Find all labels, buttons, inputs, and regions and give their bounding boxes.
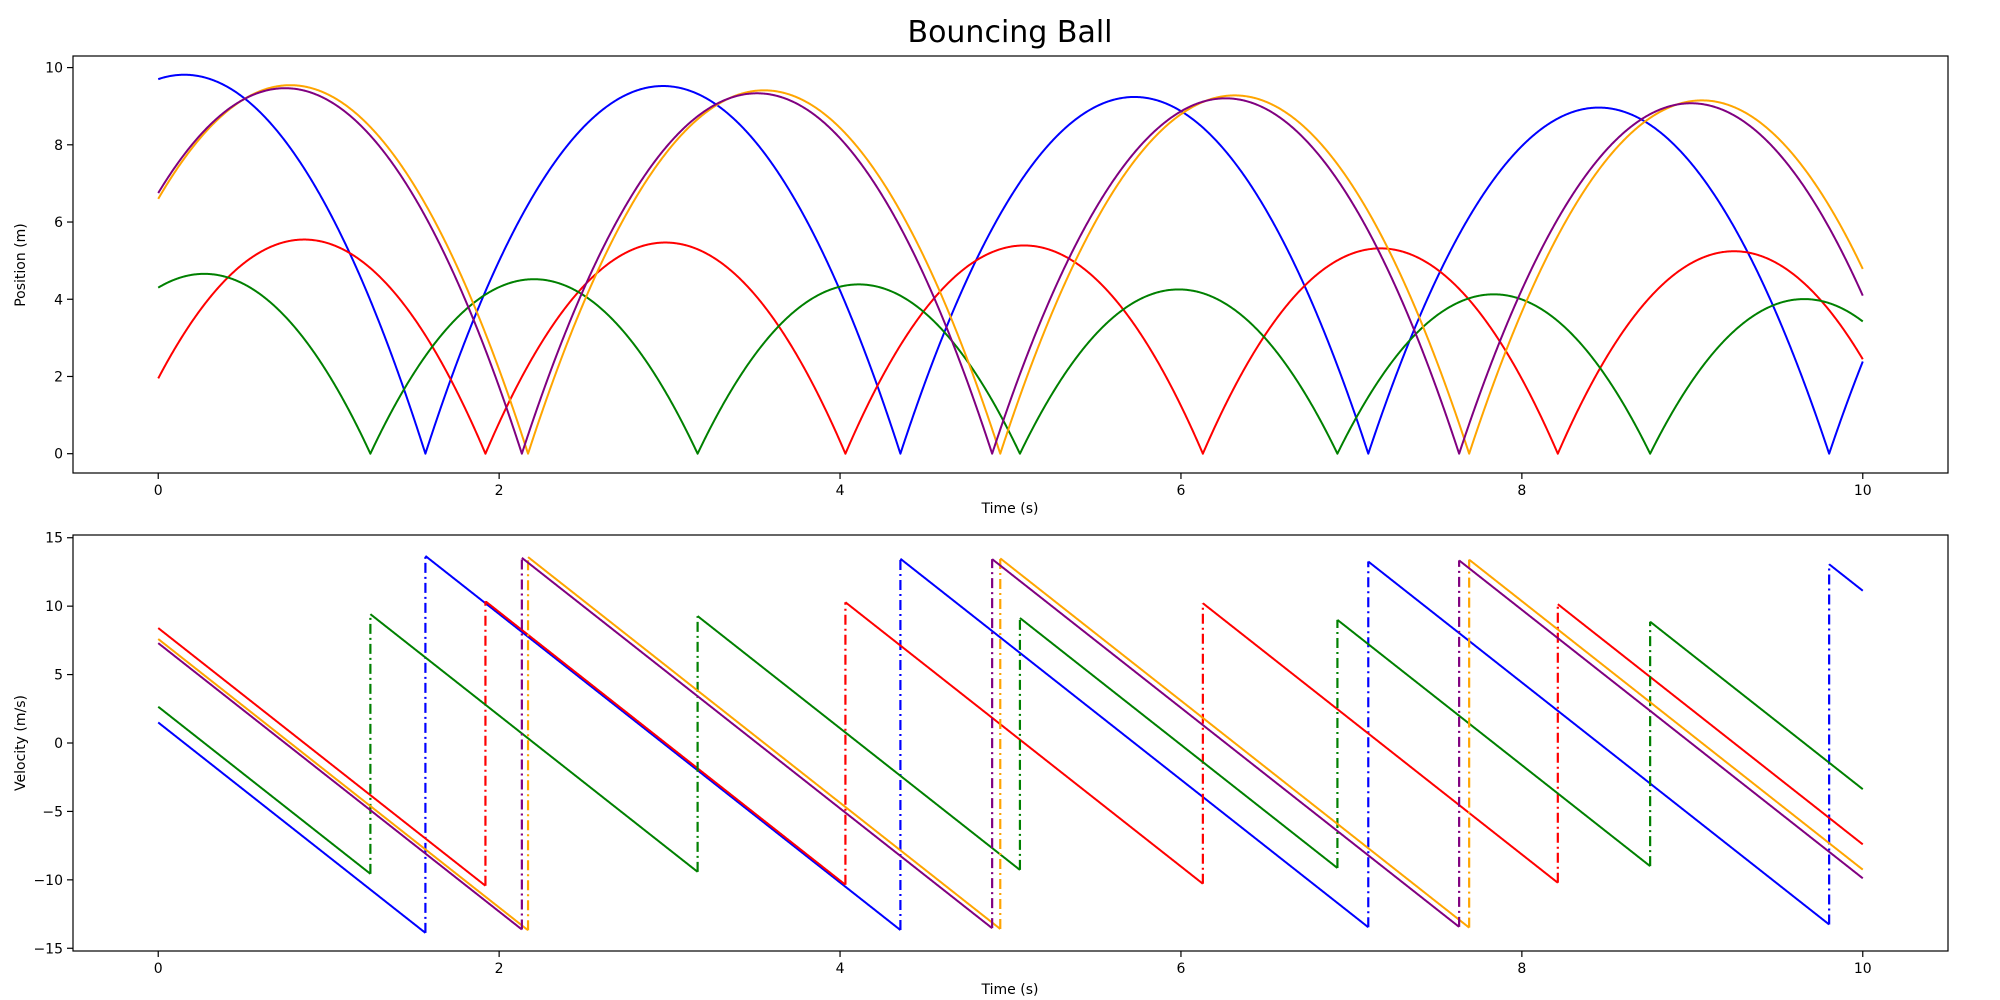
position-y-tick-label: 4 xyxy=(54,292,63,308)
velocity-y-tick-label: 15 xyxy=(45,531,63,547)
position-series-line-4 xyxy=(157,84,1864,455)
velocity-series-line-4-segment-2 xyxy=(527,556,1001,930)
velocity-x-tick-label: 8 xyxy=(1517,961,1526,977)
velocity-series-line-4-segment-1 xyxy=(157,638,529,932)
velocity-series-line-5-segment-2 xyxy=(521,557,993,929)
velocity-series-line-4-segment-4 xyxy=(1468,558,1864,871)
position-ticks: 0 2 4 6 8 10 0 2 4 6 8 10 xyxy=(45,61,1872,499)
position-y-tick-label: 6 xyxy=(54,215,63,231)
position-series xyxy=(157,73,1864,455)
velocity-series-line-5-segment-1 xyxy=(157,642,523,931)
velocity-ticks: 0 2 4 6 8 10 −15 −10 −5 0 5 10 15 xyxy=(33,531,1871,977)
velocity-y-tick-label: 10 xyxy=(45,599,63,615)
position-x-tick-label: 10 xyxy=(1854,483,1872,499)
position-panel: Time (s) Position (m) 0 2 4 6 8 10 0 2 4 6 8 10 xyxy=(13,55,1949,517)
position-series-line-5 xyxy=(157,87,1864,455)
velocity-series-line-3-segment-4 xyxy=(1019,617,1339,869)
velocity-series-line-5-segment-3 xyxy=(991,558,1460,928)
velocity-x-tick-label: 0 xyxy=(154,961,163,977)
position-y-tick-label: 0 xyxy=(54,447,63,463)
velocity-panel: Time (s) Velocity (m/s) 0 2 4 6 8 10−15−10−50… xyxy=(13,531,1949,998)
velocity-series-line-2-segment-5 xyxy=(1557,603,1864,846)
position-x-axis-label: Time (s) xyxy=(981,501,1039,517)
position-x-tick-label: 6 xyxy=(1176,483,1185,499)
velocity-series-line-4-segment-3 xyxy=(999,557,1471,929)
position-x-tick-label: 4 xyxy=(836,483,845,499)
velocity-series-line-2-segment-4 xyxy=(1202,602,1559,884)
position-series-line-2 xyxy=(157,238,1864,455)
velocity-y-axis-label: Velocity (m/s) xyxy=(13,695,29,791)
velocity-series-line-1-segment-1 xyxy=(157,721,427,934)
velocity-series-line-1-segment-2 xyxy=(424,555,902,931)
velocity-series-line-3-segment-6 xyxy=(1649,620,1864,790)
velocity-series-line-3-segment-3 xyxy=(696,615,1021,871)
velocity-series-line-2-segment-2 xyxy=(484,600,847,886)
velocity-y-tick-label: −15 xyxy=(33,941,63,957)
position-x-tick-label: 0 xyxy=(154,483,163,499)
velocity-series-line-1-segment-3 xyxy=(899,557,1369,929)
position-y-tick-label: 10 xyxy=(45,61,63,77)
velocity-series-line-2-segment-3 xyxy=(844,601,1204,885)
position-x-tick-label: 8 xyxy=(1517,483,1526,499)
chart-title: Bouncing Ball xyxy=(907,15,1112,50)
velocity-series-line-1-segment-4 xyxy=(1367,560,1830,926)
velocity-x-tick-label: 6 xyxy=(1176,961,1185,977)
velocity-series-line-2-segment-1 xyxy=(157,627,487,887)
position-y-axis-label: Position (m) xyxy=(13,223,29,307)
velocity-plot-area xyxy=(72,534,1949,952)
velocity-series-line-5-segment-4 xyxy=(1458,559,1864,880)
position-series-line-1 xyxy=(157,73,1864,455)
velocity-x-tick-label: 4 xyxy=(836,961,845,977)
velocity-x-axis-label: Time (s) xyxy=(981,982,1039,998)
velocity-series-line-3-segment-1 xyxy=(157,705,371,875)
velocity-series xyxy=(157,555,1864,934)
velocity-y-tick-label: 0 xyxy=(54,736,63,752)
velocity-series-line-3-segment-2 xyxy=(369,613,699,873)
position-y-tick-label: 2 xyxy=(54,369,63,385)
position-y-tick-label: 8 xyxy=(54,138,63,154)
velocity-y-tick-label: 5 xyxy=(54,668,63,684)
velocity-series-line-3-segment-5 xyxy=(1336,619,1651,867)
velocity-y-tick-label: −10 xyxy=(33,873,63,889)
velocity-x-tick-label: 2 xyxy=(495,961,504,977)
position-plot-area xyxy=(72,55,1949,474)
velocity-y-tick-label: −5 xyxy=(42,804,63,820)
velocity-series-line-1-segment-5 xyxy=(1828,563,1864,592)
position-x-tick-label: 2 xyxy=(495,483,504,499)
velocity-x-tick-label: 10 xyxy=(1854,961,1872,977)
position-series-line-3 xyxy=(157,272,1864,455)
